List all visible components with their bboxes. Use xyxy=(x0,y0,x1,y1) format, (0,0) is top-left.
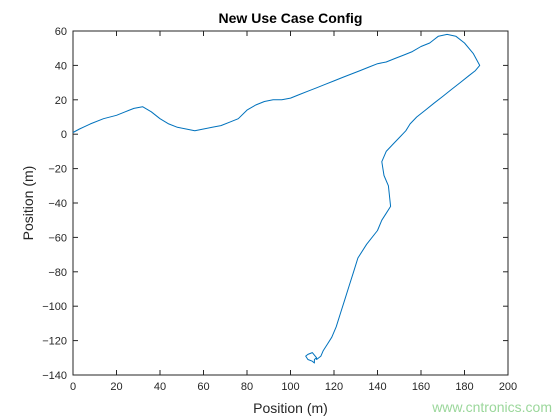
y-tick-label: −60 xyxy=(48,232,67,244)
y-tick-label: 40 xyxy=(55,60,67,72)
y-tick-label: −100 xyxy=(42,301,67,313)
x-tick-label: 160 xyxy=(412,381,430,393)
y-tick-label: 20 xyxy=(55,95,67,107)
x-tick-label: 0 xyxy=(70,381,76,393)
x-tick-label: 100 xyxy=(281,381,299,393)
x-tick-labels: 0 20 40 60 80 100 120 140 160 180 200 xyxy=(70,381,517,393)
watermark-text: www.cntronics.com xyxy=(431,399,552,415)
y-tick-label: −40 xyxy=(48,198,67,210)
x-tick-label: 180 xyxy=(455,381,473,393)
x-tick-label: 60 xyxy=(197,381,209,393)
y-tick-label: −20 xyxy=(48,164,67,176)
x-tick-label: 20 xyxy=(110,381,122,393)
tick-marks xyxy=(72,30,509,376)
y-axis-label: Position (m) xyxy=(20,166,36,241)
y-tick-label: −140 xyxy=(42,370,67,382)
x-axis-label: Position (m) xyxy=(253,400,328,416)
chart-title: New Use Case Config xyxy=(219,10,363,26)
y-tick-labels: 60 40 20 0 −20 −40 −60 −80 −100 −120 −140 xyxy=(42,26,67,382)
trajectory-line xyxy=(72,33,481,364)
x-tick-label: 80 xyxy=(241,381,253,393)
x-tick-label: 140 xyxy=(368,381,386,393)
y-tick-label: 0 xyxy=(61,129,67,141)
x-tick-label: 40 xyxy=(154,381,166,393)
y-tick-label: −120 xyxy=(42,336,67,348)
y-tick-label: 60 xyxy=(55,26,67,38)
series-group xyxy=(72,33,481,364)
x-tick-label: 120 xyxy=(325,381,343,393)
plot-area xyxy=(72,30,509,376)
y-tick-label: −80 xyxy=(48,267,67,279)
x-tick-label: 200 xyxy=(499,381,517,393)
